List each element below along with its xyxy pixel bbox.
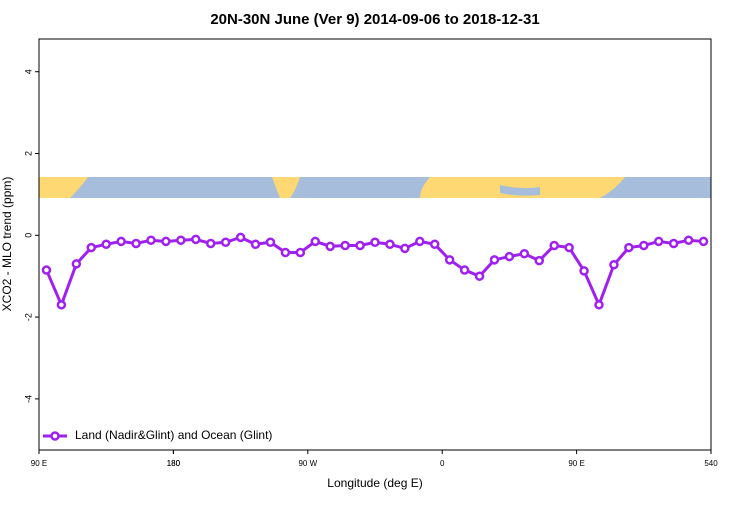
data-point (280, 247, 291, 258)
data-point (400, 243, 410, 254)
x-tick-label: 90 E (31, 459, 47, 468)
map-strip (39, 177, 711, 198)
data-point (161, 236, 171, 247)
data-point (474, 271, 485, 281)
data-point (385, 239, 395, 250)
y-tick-label: 4 (23, 69, 33, 74)
data-point (325, 241, 335, 252)
chart-title: 20N-30N June (Ver 9) 2014-09-06 to 2018-… (210, 11, 539, 28)
plot-frame (38, 38, 712, 451)
data-point (504, 251, 515, 262)
y-tick-label: -2 (23, 313, 33, 321)
y-tick-label: 0 (23, 233, 33, 238)
data-point (71, 259, 82, 269)
data-point (235, 232, 246, 243)
data-point (459, 265, 470, 275)
y-tick-label: -4 (23, 395, 33, 403)
data-point (131, 238, 141, 249)
data-point (519, 248, 530, 259)
data-point (534, 255, 545, 266)
x-tick-label: 0 (440, 459, 445, 468)
data-point (86, 242, 97, 253)
data-point (205, 238, 216, 249)
data-point (594, 300, 604, 310)
legend-label: Land (Nadir&Glint) and Ocean (Glint) (75, 428, 272, 442)
data-point (340, 240, 350, 251)
data-point (310, 236, 321, 247)
data-point (444, 255, 455, 265)
x-tick-label: 180 (167, 459, 181, 468)
y-tick-label: 2 (23, 151, 33, 156)
y-axis-title: XCO2 - MLO trend (ppm) (0, 177, 14, 312)
data-point (265, 237, 276, 248)
series-line (45, 235, 704, 309)
data-point (220, 237, 231, 248)
x-tick-label: 90 E (568, 459, 584, 468)
data-point (549, 240, 559, 251)
data-point (116, 236, 126, 247)
data-point (355, 240, 365, 251)
data-point (250, 239, 261, 250)
data-point (698, 236, 709, 247)
data-point (41, 265, 52, 275)
data-point (370, 237, 380, 248)
x-tick-label: 180 (167, 459, 181, 468)
data-point (429, 239, 440, 250)
data-point (639, 240, 649, 251)
x-tick-label: 540 (704, 459, 718, 468)
data-point (176, 235, 186, 245)
data-point (146, 235, 156, 245)
data-point (56, 300, 67, 310)
data-point (579, 266, 589, 276)
x-axis-title: Longitude (deg E) (327, 476, 422, 490)
data-point (295, 247, 306, 258)
data-point (489, 255, 500, 265)
data-point (415, 236, 425, 247)
data-point (653, 236, 664, 247)
data-point (564, 242, 574, 253)
x-tick-label: 90 W (298, 459, 317, 468)
data-point (191, 234, 201, 245)
legend-marker (50, 431, 60, 441)
data-point (101, 239, 111, 250)
data-point (668, 238, 679, 249)
data-point (609, 259, 619, 270)
data-point (624, 242, 634, 253)
data-point (683, 235, 694, 245)
